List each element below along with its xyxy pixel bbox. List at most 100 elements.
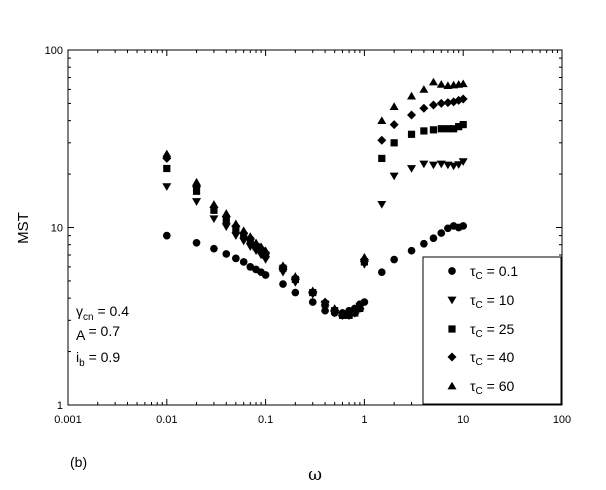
data-point	[436, 80, 446, 88]
data-point	[436, 160, 446, 169]
x-axis-title: ω	[308, 465, 322, 485]
legend-markers	[447, 267, 457, 390]
data-point	[321, 306, 329, 315]
annotation-a: A = 0.7	[76, 323, 120, 343]
data-point	[444, 125, 452, 133]
series-0	[162, 222, 468, 317]
data-point	[450, 125, 458, 133]
parameter-annotations: γcn = 0.4 A = 0.7 ib = 0.9	[76, 303, 129, 369]
data-point	[261, 271, 270, 279]
data-point	[377, 135, 387, 145]
annotation-ib: ib = 0.9	[76, 349, 120, 369]
data-point	[162, 183, 172, 191]
data-point	[239, 226, 249, 235]
y-axis-title: MST	[15, 212, 32, 244]
data-point	[163, 164, 171, 173]
legend-label-2: τC = 25	[470, 321, 515, 340]
data-point	[239, 258, 248, 266]
annotation-gamma: γcn = 0.4	[76, 303, 129, 323]
data-point	[192, 238, 201, 247]
legend-label-3: τC = 40	[470, 349, 515, 368]
data-point	[436, 98, 446, 108]
y-tick-label: 100	[45, 45, 63, 57]
data-point	[344, 308, 354, 317]
data-point	[459, 222, 468, 230]
data-points	[162, 77, 468, 320]
data-point	[458, 158, 468, 166]
data-point	[162, 149, 172, 158]
data-point	[407, 91, 417, 100]
data-point	[458, 94, 468, 104]
data-point	[359, 252, 369, 261]
legend-marker-2	[448, 325, 456, 333]
data-point	[290, 272, 300, 280]
data-point	[458, 79, 468, 88]
legend-marker-1	[447, 296, 457, 305]
legend-box	[422, 256, 562, 405]
data-point	[192, 198, 202, 206]
data-point	[428, 161, 438, 170]
data-point	[437, 229, 446, 237]
data-point	[162, 231, 171, 240]
data-point	[428, 100, 438, 110]
data-point	[231, 232, 241, 240]
data-point	[308, 298, 317, 306]
data-point	[355, 301, 365, 310]
legend: τC = 0.1 τC = 10 τC = 25 τC = 40 τC = 60	[422, 256, 562, 405]
data-point	[454, 161, 464, 169]
data-point	[222, 250, 231, 258]
data-point	[390, 139, 398, 147]
data-point	[320, 297, 330, 306]
data-point	[429, 126, 438, 134]
data-point	[192, 177, 202, 186]
legend-label-4: τC = 60	[470, 378, 515, 397]
data-point	[350, 306, 360, 315]
data-point	[419, 103, 429, 113]
data-point	[389, 120, 399, 130]
legend-marker-0	[448, 267, 456, 275]
y-tick-label: 1	[57, 400, 63, 412]
legend-label-0: τC = 0.1	[470, 263, 518, 282]
series-2	[163, 120, 467, 319]
data-point	[246, 263, 255, 271]
x-tick-label: 1	[361, 414, 367, 426]
data-point	[390, 255, 398, 264]
data-point	[192, 187, 201, 195]
data-point	[261, 246, 271, 255]
data-point	[278, 261, 288, 269]
legend-marker-4	[447, 381, 457, 390]
data-point	[459, 120, 467, 129]
axis-ticks	[67, 49, 563, 406]
data-point	[209, 200, 219, 208]
data-point	[378, 154, 386, 163]
data-point	[437, 125, 445, 133]
data-point	[377, 268, 386, 277]
legend-marker-3	[447, 352, 457, 362]
data-point	[444, 224, 452, 233]
data-point	[420, 127, 428, 135]
x-tick-label: 0.001	[54, 414, 82, 426]
data-point	[279, 280, 287, 288]
data-point	[407, 165, 417, 173]
data-point	[449, 162, 459, 171]
data-point	[308, 286, 318, 295]
data-point	[389, 172, 399, 181]
data-point	[428, 77, 438, 86]
data-point	[291, 288, 300, 297]
x-tick-label: 100	[553, 414, 571, 426]
data-point	[377, 116, 387, 125]
data-point	[455, 123, 463, 131]
data-point	[377, 200, 387, 209]
x-tick-label: 0.1	[258, 414, 273, 426]
data-point	[443, 98, 453, 108]
data-point	[245, 232, 255, 240]
data-point	[389, 102, 399, 110]
y-tick-label: 10	[51, 223, 63, 235]
data-point	[419, 85, 429, 93]
x-tick-label: 10	[457, 414, 469, 426]
tick-labels: 0.001 0.01 0.1 1 10 100 1 10 100	[45, 45, 572, 426]
data-point	[330, 304, 340, 312]
data-point	[221, 223, 231, 232]
data-point	[231, 219, 241, 228]
